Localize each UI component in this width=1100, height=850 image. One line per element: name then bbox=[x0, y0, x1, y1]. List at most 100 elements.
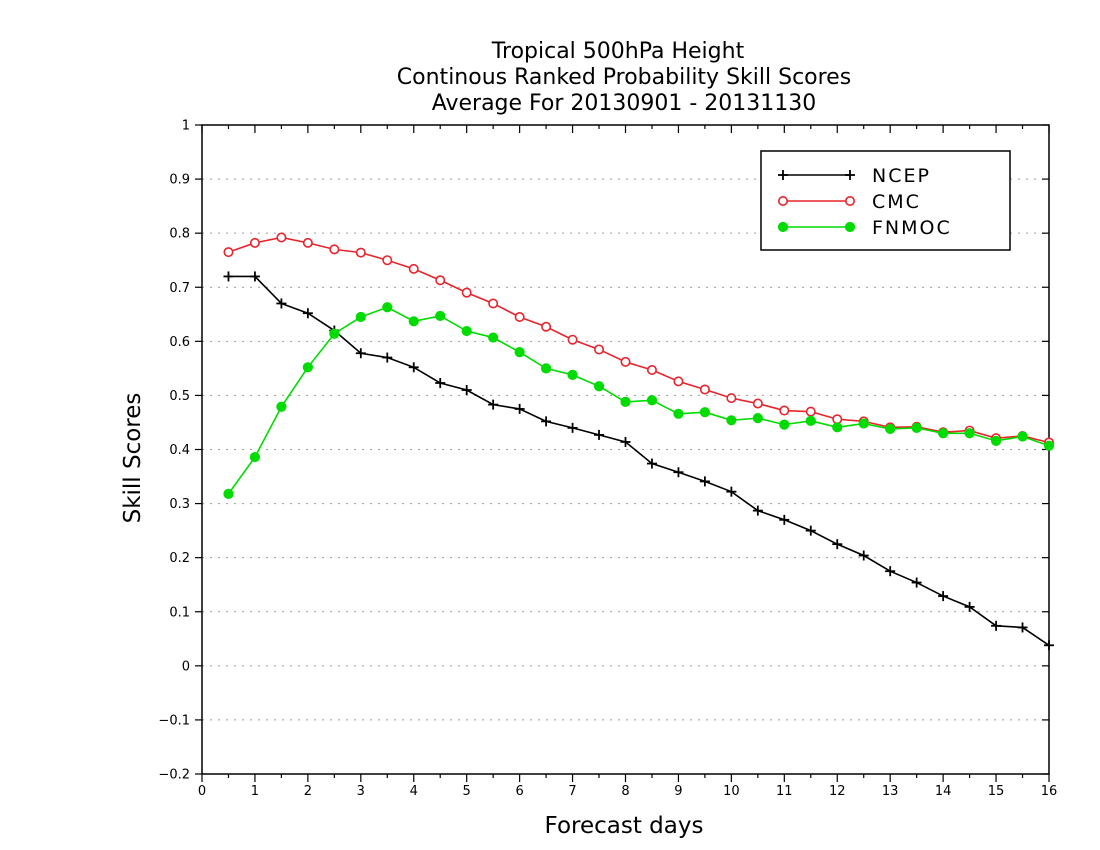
data-point-fnmoc bbox=[593, 381, 605, 392]
y-tick-label: 0 bbox=[182, 659, 190, 674]
data-point-cmc bbox=[355, 247, 366, 258]
data-point-fnmoc bbox=[382, 302, 393, 313]
data-point-ncep bbox=[355, 348, 366, 359]
data-point-cmc bbox=[435, 275, 446, 286]
series-fnmoc bbox=[223, 302, 1055, 499]
data-point-cmc bbox=[514, 311, 525, 322]
data-point-ncep bbox=[885, 566, 896, 577]
data-point-ncep bbox=[1044, 640, 1054, 651]
data-point-ncep bbox=[673, 467, 684, 478]
data-point-ncep bbox=[779, 514, 790, 525]
data-point-fnmoc bbox=[858, 418, 869, 429]
data-point-ncep bbox=[302, 308, 313, 319]
data-point-fnmoc bbox=[620, 396, 631, 408]
data-point-cmc bbox=[302, 237, 313, 248]
legend-label-ncep: NCEP bbox=[872, 165, 931, 187]
data-point-ncep bbox=[646, 458, 657, 469]
data-point-cmc bbox=[249, 237, 260, 248]
y-tick-label: 0.6 bbox=[169, 335, 190, 350]
data-point-cmc bbox=[699, 384, 710, 395]
legend-item-fnmoc: FNMOC bbox=[777, 217, 952, 239]
series-ncep bbox=[223, 271, 1054, 651]
x-tick-label: 1 bbox=[251, 784, 259, 799]
data-point-ncep bbox=[1017, 622, 1028, 633]
data-point-ncep bbox=[832, 539, 843, 550]
data-point-ncep bbox=[699, 476, 710, 487]
data-point-ncep bbox=[461, 385, 472, 396]
y-tick-label: 0.2 bbox=[169, 551, 190, 566]
y-tick-label: −0.1 bbox=[158, 713, 190, 728]
data-point-ncep bbox=[276, 298, 287, 309]
data-point-cmc bbox=[594, 344, 605, 355]
data-point-fnmoc bbox=[911, 422, 922, 433]
y-tick-label: 0.8 bbox=[169, 227, 190, 242]
data-point-cmc bbox=[779, 405, 790, 416]
data-point-ncep bbox=[991, 620, 1002, 631]
legend-marker-fnmoc bbox=[777, 221, 789, 233]
y-tick-label: 0.7 bbox=[169, 281, 190, 296]
legend-label-fnmoc: FNMOC bbox=[872, 217, 952, 239]
x-tick-label: 0 bbox=[198, 784, 206, 799]
series-plot-area bbox=[223, 232, 1055, 651]
x-tick-label: 12 bbox=[829, 784, 846, 799]
data-point-cmc bbox=[541, 321, 552, 332]
data-point-cmc bbox=[726, 393, 737, 404]
data-point-ncep bbox=[223, 271, 234, 282]
data-point-fnmoc bbox=[885, 423, 896, 435]
data-point-ncep bbox=[726, 486, 737, 497]
legend-marker-cmc bbox=[777, 196, 788, 207]
data-point-cmc bbox=[329, 244, 340, 255]
data-point-ncep bbox=[488, 399, 499, 410]
x-tick-label: 15 bbox=[988, 784, 1005, 799]
data-point-fnmoc bbox=[832, 422, 843, 433]
series-line-cmc bbox=[228, 236, 1050, 444]
x-tick-label: 16 bbox=[1041, 784, 1058, 799]
axes: −0.2−0.100.10.20.30.40.50.60.70.80.910 1 2… bbox=[158, 119, 1057, 800]
data-point-cmc bbox=[408, 263, 419, 274]
data-point-cmc bbox=[567, 334, 578, 345]
data-point-ncep bbox=[805, 525, 816, 536]
y-tick-label: −0.2 bbox=[158, 768, 190, 783]
x-tick-label: 10 bbox=[723, 784, 740, 799]
data-point-cmc bbox=[752, 398, 763, 409]
legend-label-cmc: CMC bbox=[872, 191, 921, 213]
grid-lines bbox=[202, 178, 1049, 721]
data-point-ncep bbox=[567, 422, 578, 433]
x-tick-label: 7 bbox=[568, 784, 576, 799]
data-point-ncep bbox=[382, 352, 393, 363]
data-point-ncep bbox=[620, 436, 631, 447]
data-point-fnmoc bbox=[514, 347, 525, 358]
y-axis-title: Skill Scores bbox=[120, 393, 146, 524]
x-axis-title: Forecast days bbox=[545, 813, 704, 839]
data-point-cmc bbox=[620, 356, 631, 367]
chart-title: Tropical 500hPa Height Continous Ranked … bbox=[397, 39, 851, 116]
data-point-ncep bbox=[249, 271, 260, 282]
data-point-cmc bbox=[461, 287, 472, 298]
data-point-ncep bbox=[514, 403, 525, 414]
legend-marker-cmc bbox=[844, 196, 855, 207]
data-point-fnmoc bbox=[646, 395, 658, 406]
data-point-fnmoc bbox=[249, 451, 261, 463]
y-tick-label: 0.9 bbox=[169, 173, 190, 188]
x-tick-label: 13 bbox=[882, 784, 899, 799]
x-tick-label: 2 bbox=[304, 784, 312, 799]
series-cmc bbox=[223, 232, 1055, 448]
series-line-ncep bbox=[228, 275, 1050, 646]
data-point-ncep bbox=[408, 362, 419, 373]
data-point-fnmoc bbox=[329, 328, 340, 339]
data-point-ncep bbox=[752, 505, 763, 516]
data-point-cmc bbox=[646, 364, 657, 375]
legend-marker-ncep bbox=[845, 170, 855, 180]
data-point-ncep bbox=[911, 577, 922, 588]
data-point-fnmoc bbox=[355, 311, 366, 323]
data-point-fnmoc bbox=[990, 435, 1002, 446]
data-point-fnmoc bbox=[461, 325, 472, 337]
data-point-fnmoc bbox=[752, 413, 763, 424]
data-point-ncep bbox=[594, 429, 605, 440]
data-point-cmc bbox=[223, 247, 234, 258]
data-point-fnmoc bbox=[567, 369, 578, 380]
data-point-cmc bbox=[832, 414, 843, 425]
data-point-fnmoc bbox=[1043, 440, 1055, 451]
data-point-fnmoc bbox=[488, 332, 499, 343]
y-tick-label: 0.4 bbox=[169, 443, 190, 458]
